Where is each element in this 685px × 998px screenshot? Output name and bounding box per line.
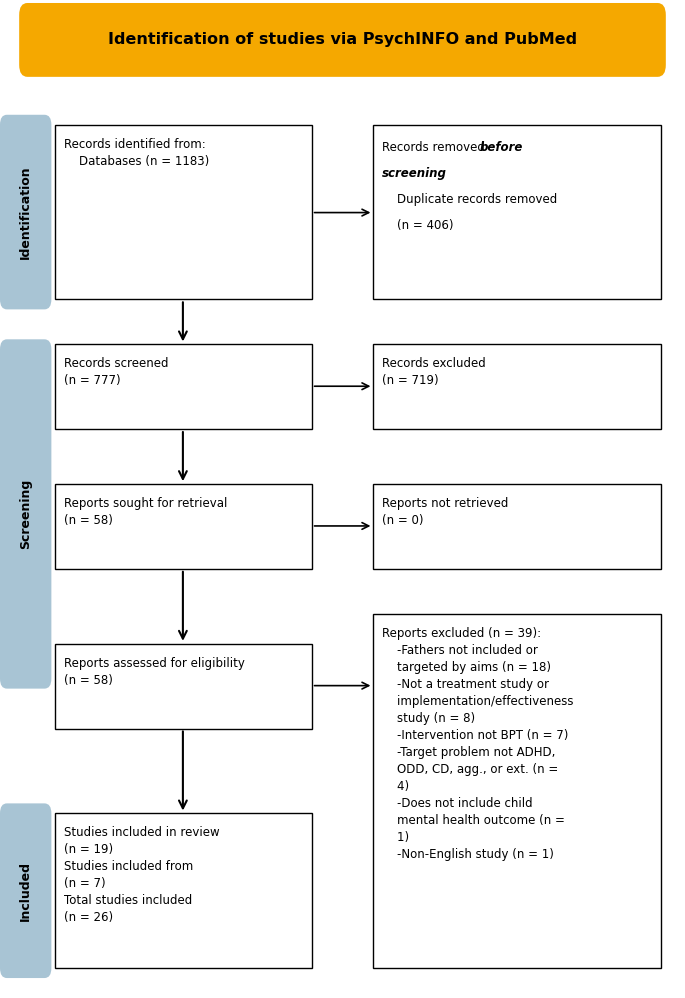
Text: Reports assessed for eligibility
(n = 58): Reports assessed for eligibility (n = 58… — [64, 657, 245, 687]
Text: Screening: Screening — [19, 479, 32, 549]
Text: screening: screening — [382, 167, 447, 180]
FancyBboxPatch shape — [55, 813, 312, 968]
Text: Included: Included — [19, 860, 32, 921]
FancyBboxPatch shape — [19, 3, 666, 77]
FancyBboxPatch shape — [373, 125, 661, 299]
Text: before: before — [479, 141, 523, 154]
Text: Identification: Identification — [19, 166, 32, 258]
FancyBboxPatch shape — [0, 803, 51, 978]
FancyBboxPatch shape — [55, 484, 312, 569]
Text: Records removed: Records removed — [382, 141, 489, 154]
FancyBboxPatch shape — [373, 484, 661, 569]
FancyBboxPatch shape — [373, 614, 661, 968]
Text: Reports not retrieved
(n = 0): Reports not retrieved (n = 0) — [382, 497, 508, 527]
FancyBboxPatch shape — [55, 644, 312, 729]
Text: Studies included in review
(n = 19)
Studies included from
(n = 7)
Total studies : Studies included in review (n = 19) Stud… — [64, 826, 219, 924]
Text: :: : — [438, 167, 443, 180]
FancyBboxPatch shape — [55, 125, 312, 299]
Text: Reports excluded (n = 39):
    -Fathers not included or
    targeted by aims (n : Reports excluded (n = 39): -Fathers not … — [382, 627, 574, 860]
Text: Records identified from:
    Databases (n = 1183): Records identified from: Databases (n = … — [64, 138, 209, 168]
FancyBboxPatch shape — [0, 115, 51, 309]
FancyBboxPatch shape — [0, 339, 51, 689]
FancyBboxPatch shape — [55, 344, 312, 429]
Text: Records screened
(n = 777): Records screened (n = 777) — [64, 357, 169, 387]
Text: Records excluded
(n = 719): Records excluded (n = 719) — [382, 357, 486, 387]
Text: Reports sought for retrieval
(n = 58): Reports sought for retrieval (n = 58) — [64, 497, 227, 527]
FancyBboxPatch shape — [373, 344, 661, 429]
Text: Identification of studies via PsychINFO and PubMed: Identification of studies via PsychINFO … — [108, 32, 577, 48]
Text: Duplicate records removed: Duplicate records removed — [382, 193, 558, 206]
Text: (n = 406): (n = 406) — [382, 219, 453, 232]
